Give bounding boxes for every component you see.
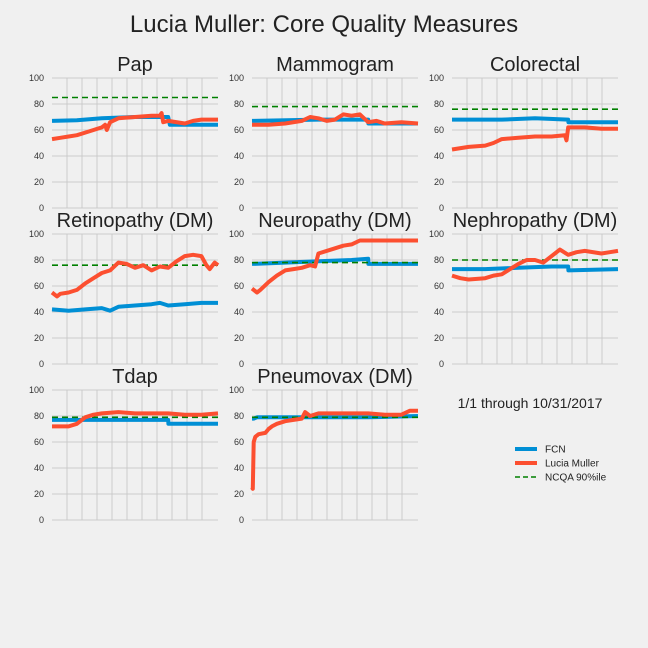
panel-pneumovax-dm: 0 20 40 60 80 100 Pneumovax (DM) [229,366,419,525]
y-tick-label: 80 [434,99,444,109]
legend-label-fcn: FCN [545,445,566,456]
panel-title: Nephropathy (DM) [453,210,618,232]
y-tick-label: 80 [34,411,44,421]
y-tick-label: 80 [234,411,244,421]
y-tick-label: 100 [229,385,244,395]
panel-pap: 0 20 40 60 80 100 Pap [29,54,218,213]
series-line-lucia-muller [252,112,419,127]
series-line-lucia-muller [451,247,619,282]
y-tick-label: 100 [229,73,244,83]
date-range-note: 1/1 through 10/31/2017 [458,395,603,411]
panel-title: Pap [117,54,153,76]
y-tick-label: 40 [434,151,444,161]
y-tick-label: 40 [34,307,44,317]
y-tick-label: 60 [34,281,44,291]
y-tick-label: 60 [434,125,444,135]
y-tick-label: 0 [239,515,244,525]
y-tick-label: 60 [434,281,444,291]
y-tick-label: 100 [29,229,44,239]
series-line-fcn [51,300,218,313]
y-tick-label: 80 [34,255,44,265]
series-line-lucia-muller [52,410,219,429]
plot-area [252,234,418,364]
legend: FCN Lucia Muller NCQA 90%ile [515,445,607,484]
y-tick-label: 20 [34,489,44,499]
y-tick-label: 60 [234,281,244,291]
series-line-lucia-muller [250,238,418,295]
series-line-lucia-muller [51,111,218,142]
y-tick-label: 80 [234,255,244,265]
series-line-lucia-muller [50,252,220,299]
y-tick-label: 80 [234,99,244,109]
y-tick-label: 40 [34,463,44,473]
y-tick-label: 40 [34,151,44,161]
y-tick-label: 0 [439,203,444,213]
panel-colorectal: 0 20 40 60 80 100 Colorectal [429,54,618,213]
panel-title: Tdap [112,366,158,388]
series-line-fcn [452,264,619,273]
series-line-lucia-muller [451,125,618,152]
y-tick-label: 0 [39,515,44,525]
y-tick-label: 100 [429,229,444,239]
y-tick-label: 40 [234,307,244,317]
y-tick-label: 60 [234,437,244,447]
y-tick-label: 0 [239,203,244,213]
y-tick-label: 20 [34,333,44,343]
plot-area [452,78,618,208]
y-tick-label: 20 [434,333,444,343]
panel-title: Mammogram [276,54,394,76]
legend-label-ncqa-90-ile: NCQA 90%ile [545,473,607,484]
y-tick-label: 80 [434,255,444,265]
panel-title: Colorectal [490,54,580,76]
y-tick-label: 20 [234,177,244,187]
y-tick-label: 20 [434,177,444,187]
y-tick-label: 0 [39,203,44,213]
series-line-fcn [52,417,218,426]
y-tick-label: 0 [439,359,444,369]
y-tick-label: 60 [234,125,244,135]
panel-nephropathy-dm: 0 20 40 60 80 100 Nephropathy (DM) [429,210,619,369]
y-tick-label: 20 [234,489,244,499]
panel-neuropathy-dm: 0 20 40 60 80 100 Neuropathy (DM) [229,210,418,369]
y-tick-label: 100 [29,73,44,83]
y-tick-label: 60 [34,125,44,135]
series-line-lucia-muller [250,408,418,491]
series-line-fcn [452,116,618,125]
y-tick-label: 20 [234,333,244,343]
y-tick-label: 20 [34,177,44,187]
plot-area [52,78,218,208]
panel-title: Neuropathy (DM) [258,210,411,232]
y-tick-label: 80 [34,99,44,109]
legend-label-lucia-muller: Lucia Muller [545,459,600,470]
y-tick-label: 0 [239,359,244,369]
figure-title: Lucia Muller: Core Quality Measures [130,11,518,38]
plot-area [252,78,418,208]
y-tick-label: 40 [434,307,444,317]
panel-retinopathy-dm: 0 20 40 60 80 100 Retinopathy (DM) [29,210,220,369]
y-tick-label: 40 [234,151,244,161]
panel-title: Pneumovax (DM) [257,366,413,388]
panel-title: Retinopathy (DM) [57,210,214,232]
panels: 0 20 40 60 80 100 Pap 0 20 40 60 80 100 Mammogram 0 20 4… [29,54,619,525]
panel-tdap: 0 20 40 60 80 100 Tdap [29,366,219,525]
y-tick-label: 100 [229,229,244,239]
y-tick-label: 100 [429,73,444,83]
plot-area [52,390,218,520]
y-tick-label: 100 [29,385,44,395]
panel-mammogram: 0 20 40 60 80 100 Mammogram [229,54,419,213]
plot-area [452,234,618,364]
y-tick-label: 60 [34,437,44,447]
plot-area [252,390,418,520]
y-tick-label: 0 [39,359,44,369]
y-tick-label: 40 [234,463,244,473]
